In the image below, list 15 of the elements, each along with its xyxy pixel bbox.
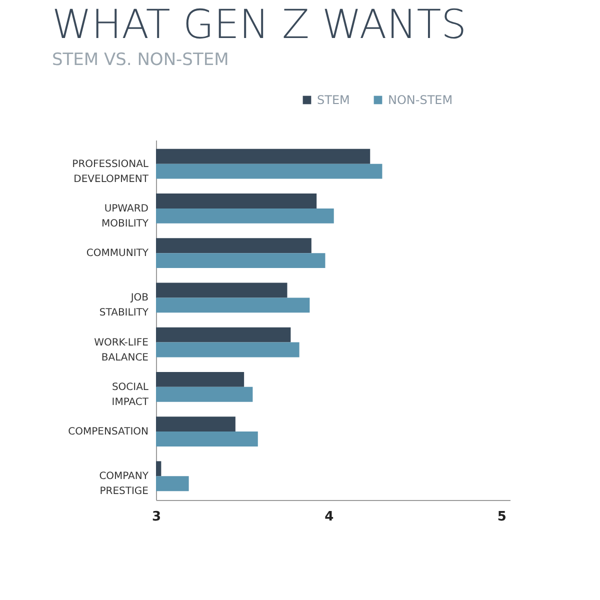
chart-title: WHAT GEN Z WANTS — [52, 2, 467, 48]
x-tick-label: 5 — [497, 510, 506, 524]
y-tick-label: JOB STABILITY — [99, 292, 150, 319]
legend-label: NON-STEM — [388, 93, 453, 107]
legend-label: STEM — [317, 93, 350, 107]
y-tick-label: PROFESSIONAL DEVELOPMENT — [72, 158, 150, 185]
y-tick-label: COMPANY PRESTIGE — [99, 471, 150, 498]
x-tick-label: 3 — [152, 510, 162, 524]
x-tick-label: 4 — [324, 510, 334, 524]
y-tick-label: SOCIAL IMPACT — [112, 382, 150, 408]
y-tick-label: UPWARD MOBILITY — [101, 203, 150, 230]
chart-subtitle: STEM VS. NON-STEM — [52, 50, 229, 70]
y-tick-label: COMMUNITY — [86, 248, 150, 260]
y-tick-label: WORK-LIFE BALANCE — [94, 337, 148, 364]
y-tick-label: COMPENSATION — [68, 426, 148, 438]
